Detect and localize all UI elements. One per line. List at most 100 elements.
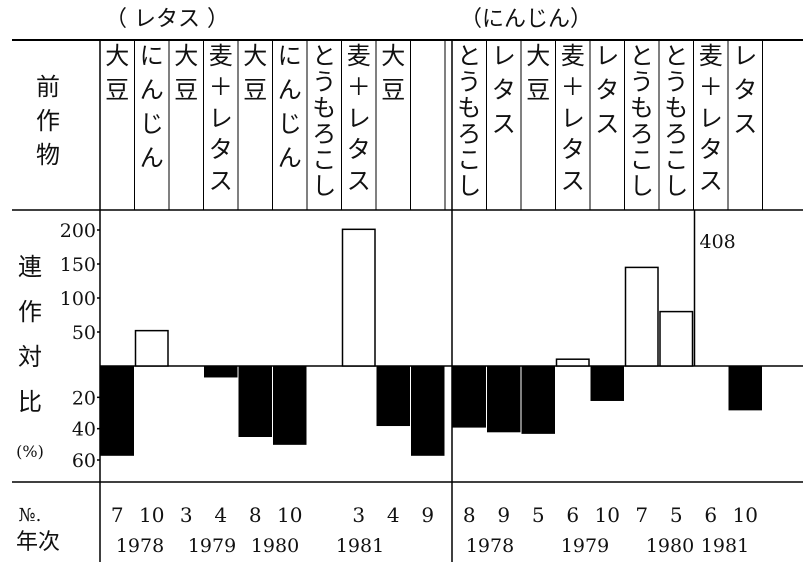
row-label-prev-crop-char: 物	[36, 141, 60, 169]
prev-crop-char: タ	[561, 136, 585, 164]
prev-crop-char: も	[664, 94, 688, 122]
prev-crop-char: 大	[105, 42, 129, 70]
prev-crop-char: ス	[209, 167, 233, 195]
prev-crop-char: 豆	[105, 76, 129, 104]
prev-crop-char: ス	[492, 110, 516, 138]
prev-crop-char: タ	[492, 76, 516, 104]
prev-crop-char: こ	[312, 146, 336, 174]
prev-crop-char: と	[630, 42, 654, 70]
row-label-ratio-char: 比	[18, 388, 42, 416]
prev-crop-char: タ	[347, 136, 371, 164]
prev-crop-char: に	[140, 42, 164, 70]
column-no: 7	[635, 503, 648, 527]
prev-crop-char: ろ	[664, 120, 688, 148]
prev-crop-char: ＋	[209, 73, 233, 101]
prev-crop-char: ス	[347, 167, 371, 195]
group-title-carrot: （にんじん）	[460, 7, 592, 32]
y-tick-label: 50	[72, 322, 96, 344]
prev-crop-char: う	[664, 68, 688, 96]
group-title-lettuce: （ レタス ）	[105, 7, 229, 32]
bar-negative	[100, 365, 134, 456]
prev-crop-char: ＋	[699, 73, 723, 101]
prev-crop-char: 大	[526, 42, 550, 70]
prev-crop-char: ス	[595, 110, 619, 138]
prev-crop-char: 豆	[174, 76, 198, 104]
prev-crop-char: ん	[140, 144, 164, 172]
row-label-ratio-char: 作	[18, 298, 42, 326]
prev-crop-char: 麦	[209, 42, 233, 70]
prev-crop-char: 豆	[526, 76, 550, 104]
column-no: 10	[139, 503, 164, 527]
prev-crop-char: じ	[278, 110, 302, 138]
year-labels: 1978 1979 1980 1981 1978 1979 1980 1981	[116, 535, 749, 557]
column-no: 9	[497, 503, 510, 527]
y-tick-label: 150	[60, 254, 96, 276]
column-no: 5	[670, 503, 683, 527]
prev-crop-char: う	[457, 68, 481, 96]
year-label: 1980	[646, 535, 694, 557]
bar-negative	[411, 365, 445, 456]
y-tick-label: 60	[72, 450, 96, 472]
prev-crop-char: こ	[664, 146, 688, 174]
prev-crop-char: 大	[174, 42, 198, 70]
prev-crop-char: ん	[278, 144, 302, 172]
prev-crop-char: 大	[243, 42, 267, 70]
row-label-percent: (%)	[16, 442, 44, 461]
bar-positive	[134, 329, 169, 367]
row-label-ratio-char: 連	[18, 253, 42, 281]
column-no: 3	[352, 503, 365, 527]
prev-crop-char: 麦	[347, 42, 371, 70]
year-label: 1981	[336, 535, 384, 557]
column-no: 5	[532, 503, 545, 527]
column-no: 4	[214, 503, 227, 527]
prev-crop-char: タ	[595, 76, 619, 104]
prev-crop-char: ろ	[457, 120, 481, 148]
column-no: 6	[704, 503, 717, 527]
prev-crop-char: レ	[733, 42, 757, 70]
year-label: 1979	[561, 535, 609, 557]
prev-crop-char: 大	[381, 42, 405, 70]
prev-crop-char: し	[630, 172, 654, 200]
column-no: 7	[111, 503, 124, 527]
prev-crop-char: レ	[595, 42, 619, 70]
prev-crop-char: ん	[278, 76, 302, 104]
prev-crop-char: レ	[699, 104, 723, 132]
bar-positive	[555, 358, 590, 367]
prev-crop-char: ス	[699, 167, 723, 195]
no-labels: 7 10 3 4 8 10 3 4 9 8 9 5 6 10 7 5 6 10	[111, 503, 758, 527]
row-label-year: 年次	[16, 530, 60, 555]
row-label-prev-crop-char: 前	[36, 73, 60, 101]
prev-crop-char: こ	[457, 146, 481, 174]
bar-negative	[487, 365, 521, 433]
year-label: 1979	[188, 535, 236, 557]
prev-crop-char: タ	[209, 136, 233, 164]
prev-crop-char: に	[278, 42, 302, 70]
column-no: 9	[421, 503, 434, 527]
column-no: 10	[277, 503, 302, 527]
prev-crop-char: タ	[699, 136, 723, 164]
prev-crop-char: う	[630, 68, 654, 96]
prev-crop-char: レ	[492, 42, 516, 70]
column-no: 10	[595, 503, 620, 527]
y-tick-label: 20	[72, 387, 96, 409]
prev-crop-char: し	[312, 172, 336, 200]
prev-crop-char: う	[312, 68, 336, 96]
column-no: 8	[463, 503, 476, 527]
prev-crop-char: と	[457, 42, 481, 70]
bar-positive	[624, 266, 659, 367]
prev-crop-char: ス	[733, 110, 757, 138]
prev-crop-char: レ	[209, 104, 233, 132]
y-axis: 200 150 100 50 20 40 60	[60, 220, 100, 472]
prev-crop-char: ＋	[347, 73, 371, 101]
prev-crop-labels: 大豆にんじん大豆麦＋レタス大豆にんじんとうもろこし麦＋レタス大豆とうもろこしレタ…	[105, 40, 763, 210]
prev-crop-char: 豆	[381, 76, 405, 104]
bar-negative	[204, 365, 238, 378]
y-tick-label: 100	[60, 288, 96, 310]
bar-negative	[452, 365, 486, 428]
column-no: 6	[566, 503, 579, 527]
column-no: 4	[387, 503, 400, 527]
column-no: 3	[180, 503, 193, 527]
prev-crop-char: じ	[140, 110, 164, 138]
